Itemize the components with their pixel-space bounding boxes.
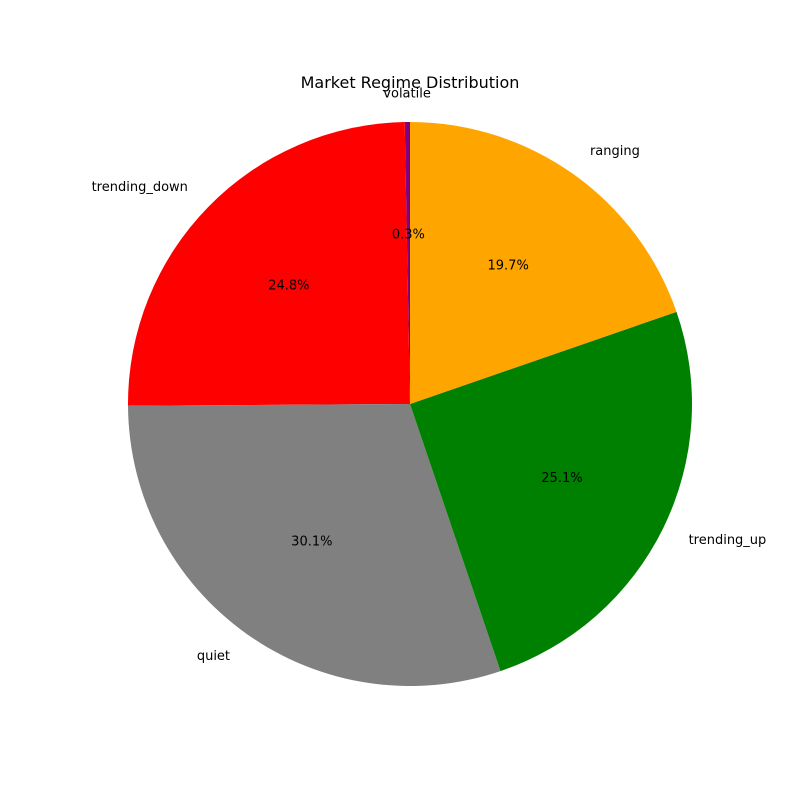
slice-label-trending-up: trending_up <box>689 533 767 548</box>
pie-slice-ranging <box>410 122 677 404</box>
pie-slice-trending-down <box>127 122 410 406</box>
chart-title: Market Regime Distribution <box>301 73 520 92</box>
slice-label-quiet: quiet <box>197 649 230 664</box>
slice-percent-quiet: 30.1% <box>291 534 332 549</box>
pie-labels: volatile 0.3% trending_down 24.8% quiet 30.1%… <box>92 86 767 664</box>
pie-slices <box>127 122 693 686</box>
pie-slice-volatile <box>404 122 410 404</box>
slice-percent-ranging: 19.7% <box>488 259 529 274</box>
pie-slice-trending-up <box>410 311 693 672</box>
slice-percent-volatile: 0.3% <box>392 227 425 242</box>
slice-label-ranging: ranging <box>590 144 640 159</box>
slice-percent-trending-down: 24.8% <box>268 278 309 293</box>
slice-label-volatile: volatile <box>383 86 431 101</box>
pie-slice-quiet <box>128 404 501 686</box>
slice-label-trending-down: trending_down <box>92 180 188 195</box>
slice-percent-trending-up: 25.1% <box>541 471 582 486</box>
